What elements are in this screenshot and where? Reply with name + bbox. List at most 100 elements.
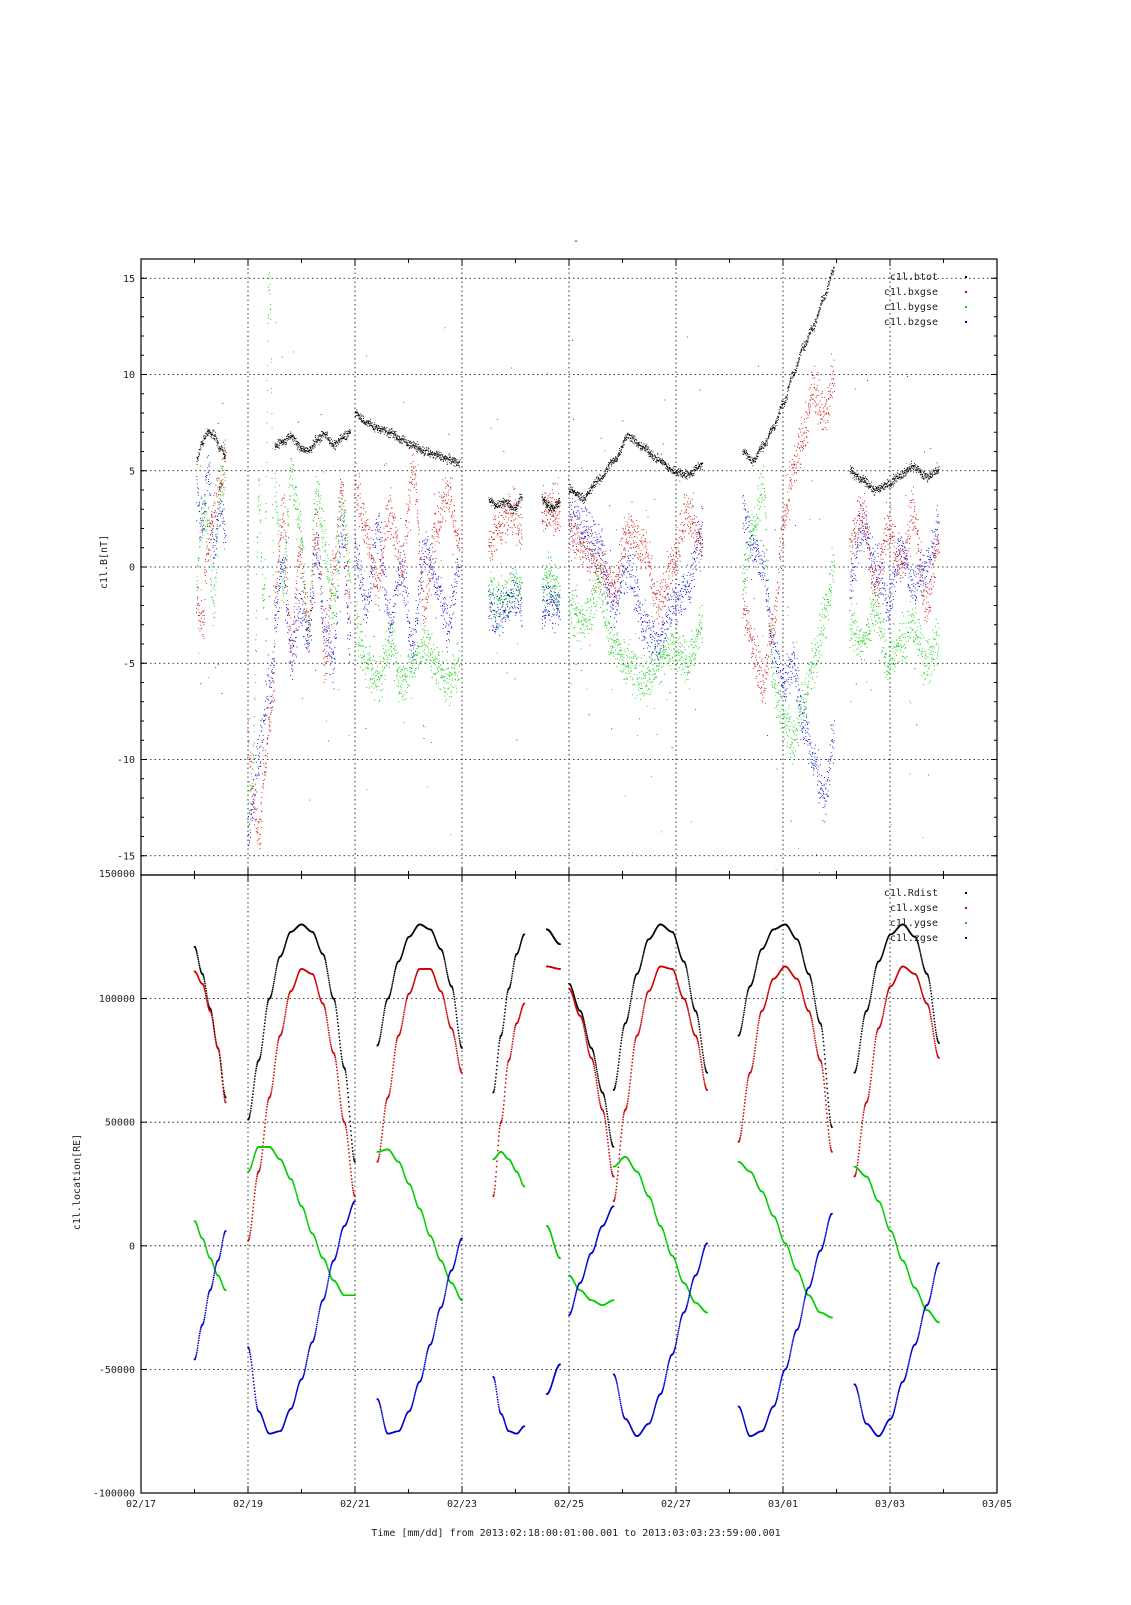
data-point — [226, 452, 227, 453]
data-point — [404, 586, 405, 587]
data-point — [284, 587, 285, 588]
data-point — [307, 596, 308, 597]
data-point — [445, 521, 446, 522]
data-point — [387, 662, 388, 663]
data-point — [251, 810, 252, 811]
data-point — [374, 567, 375, 568]
data-point — [358, 646, 359, 647]
data-point — [318, 548, 319, 549]
data-point — [370, 646, 371, 647]
data-point — [439, 655, 440, 656]
data-point — [405, 698, 406, 699]
data-point — [270, 310, 271, 311]
data-point — [436, 578, 437, 579]
data-point — [220, 513, 221, 514]
data-point — [271, 362, 272, 363]
data-point — [449, 453, 450, 454]
data-point — [390, 632, 391, 633]
data-point — [360, 417, 361, 418]
data-point — [332, 441, 333, 442]
data-point — [426, 599, 427, 600]
data-point — [424, 641, 425, 642]
data-point — [207, 429, 208, 430]
data-point — [369, 527, 370, 528]
data-point — [434, 582, 435, 583]
data-point — [268, 719, 269, 720]
data-point — [306, 616, 307, 617]
data-point — [451, 496, 452, 497]
data-point — [377, 539, 378, 540]
data-point — [205, 559, 206, 560]
data-point — [402, 577, 403, 578]
data-point — [325, 642, 326, 643]
data-point — [457, 465, 458, 466]
data-point — [203, 440, 204, 441]
data-point — [375, 660, 376, 661]
data-point — [252, 783, 253, 784]
data-point — [365, 600, 366, 601]
data-point — [268, 287, 269, 288]
data-point — [279, 561, 280, 562]
data-point — [375, 428, 376, 429]
data-point — [379, 673, 380, 674]
data-point — [387, 659, 388, 660]
data-point — [203, 636, 204, 637]
data-point — [417, 623, 418, 624]
data-point — [342, 482, 343, 483]
data-point — [307, 629, 308, 630]
data-point — [220, 507, 221, 508]
data-point — [364, 525, 365, 526]
data-point — [445, 622, 446, 623]
data-point — [376, 581, 377, 582]
data-point — [380, 589, 381, 590]
data-point — [266, 743, 267, 744]
data-point — [258, 505, 259, 506]
data-point — [431, 670, 432, 671]
data-point — [418, 448, 419, 449]
data-point — [438, 666, 439, 667]
data-point — [264, 584, 265, 585]
data-point — [452, 678, 453, 679]
series-c1l.bzgse-segment-2 — [274, 414, 351, 689]
data-point — [325, 646, 326, 647]
data-point — [376, 424, 377, 425]
data-point — [454, 586, 455, 587]
data-point — [386, 431, 387, 432]
data-point — [302, 448, 303, 449]
data-point — [337, 571, 338, 572]
data-point — [272, 701, 273, 702]
data-point — [292, 679, 293, 680]
data-point — [430, 564, 431, 565]
data-point — [222, 468, 223, 469]
data-point — [361, 565, 362, 566]
data-point — [383, 557, 384, 558]
data-point — [334, 600, 335, 601]
data-point — [357, 614, 358, 615]
data-point — [323, 618, 324, 619]
data-point — [387, 537, 388, 538]
data-point — [331, 583, 332, 584]
data-point — [455, 521, 456, 522]
data-point — [418, 653, 419, 654]
data-point — [222, 484, 223, 485]
data-point — [456, 592, 457, 593]
data-point — [339, 552, 340, 553]
data-point — [421, 661, 422, 662]
data-point — [394, 518, 395, 519]
data-point — [381, 575, 382, 576]
data-point — [256, 828, 257, 829]
data-point — [391, 646, 392, 647]
data-point — [321, 508, 322, 509]
data-point — [428, 454, 429, 455]
data-point — [205, 581, 206, 582]
data-point — [253, 780, 254, 781]
data-point — [201, 520, 202, 521]
data-point — [389, 521, 390, 522]
data-point — [224, 521, 225, 522]
data-point — [284, 443, 285, 444]
data-point — [216, 554, 217, 555]
data-point — [214, 557, 215, 558]
data-point — [212, 523, 213, 524]
data-point — [270, 696, 271, 697]
data-point — [273, 652, 274, 653]
